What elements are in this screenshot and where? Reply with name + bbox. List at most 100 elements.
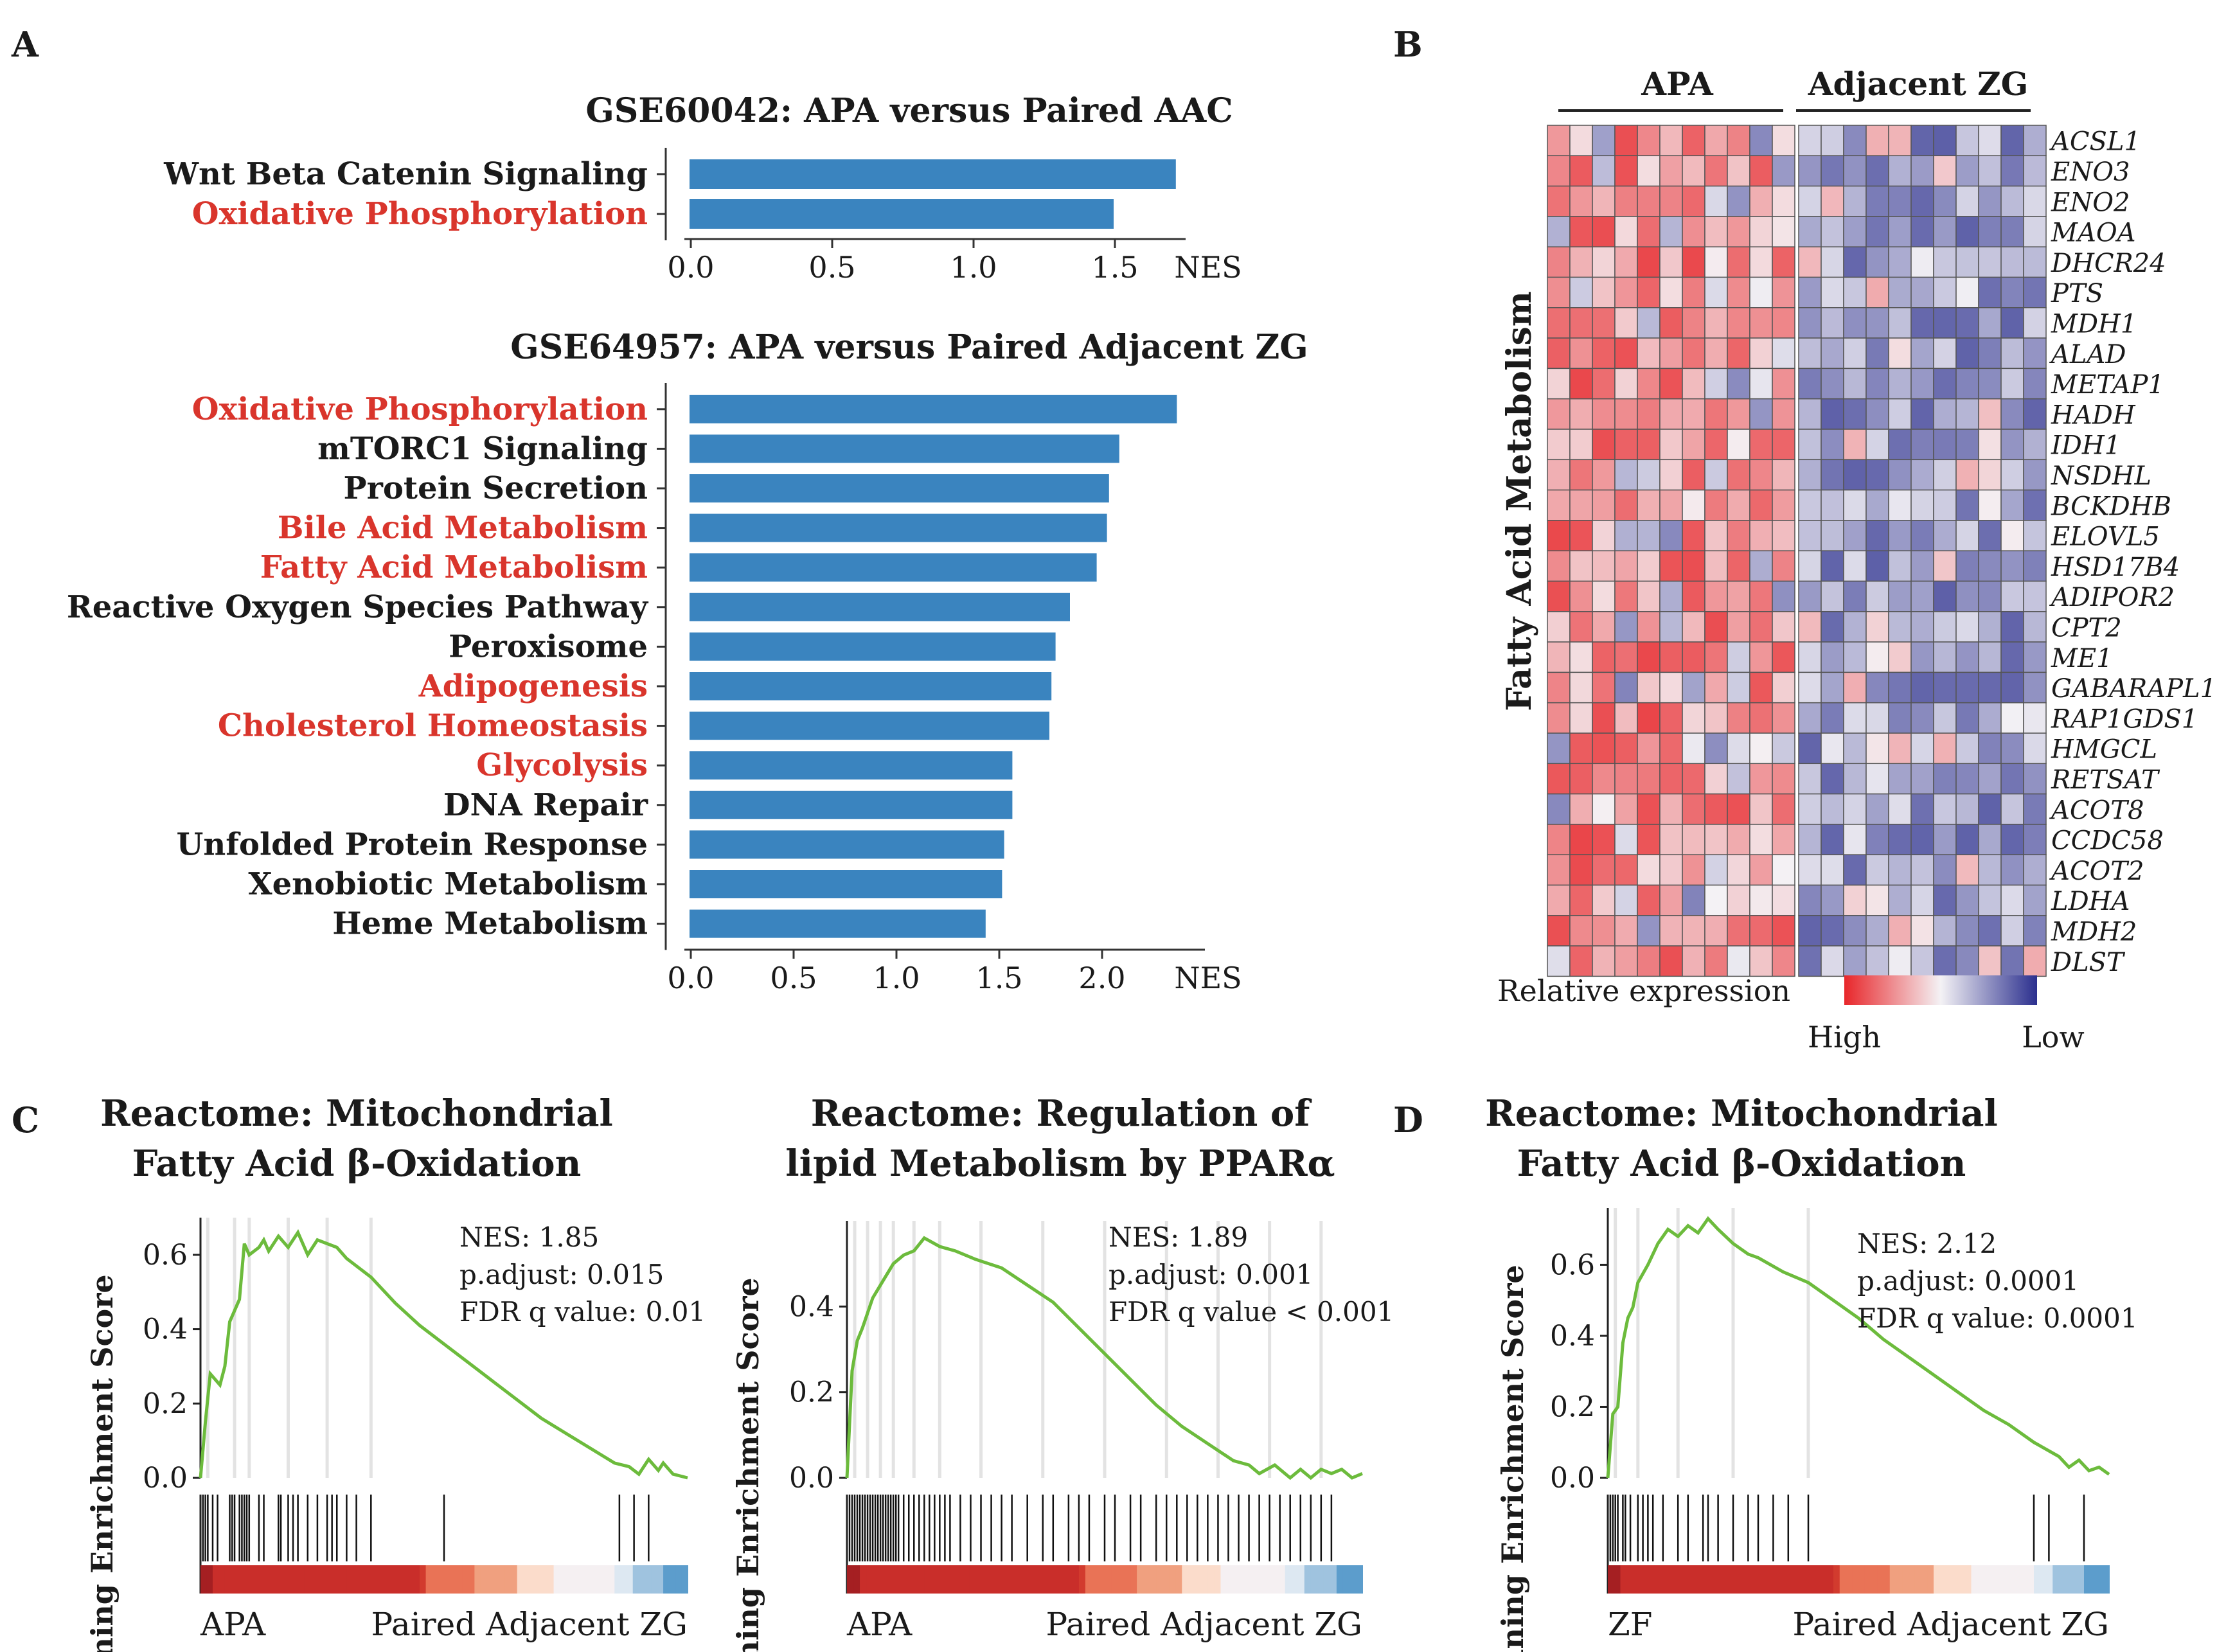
heatmap-cell (2000, 398, 2024, 430)
heatmap-cell (1772, 216, 1795, 247)
rank-bar-segment (444, 1565, 451, 1594)
gene-label: ACSL1 (2049, 127, 2141, 157)
heatmap-cell (1727, 307, 1750, 339)
heatmap-cell (1821, 580, 1844, 612)
heatmap-cell (1955, 398, 1979, 430)
heatmap-cell (1614, 793, 1638, 825)
rank-bar-segment (218, 1565, 226, 1594)
rank-bar-segment (2034, 1565, 2041, 1594)
rank-bar-segment (1658, 1565, 1665, 1594)
heatmap-cell (1659, 246, 1683, 278)
rank-bar-segment (1040, 1565, 1047, 1594)
heatmap-cell (1592, 671, 1616, 704)
heatmap-cell (1798, 125, 1822, 157)
heatmap-cell (1704, 611, 1728, 643)
category-label: Adipogenesis (418, 668, 648, 704)
heatmap-cell (1888, 945, 1912, 977)
heatmap-cell (2023, 854, 2047, 886)
heatmap-cell (2023, 276, 2047, 308)
heatmap-cell (2023, 489, 2047, 521)
heatmap-cell (1569, 216, 1593, 247)
heatmap-cell (1843, 580, 1867, 612)
heatmap-cell (1843, 125, 1867, 157)
rank-bar-segment (1777, 1565, 1784, 1594)
heatmap-cell (1865, 854, 1889, 886)
bar-group (690, 395, 1177, 938)
heatmap-cell (1592, 945, 1616, 977)
rank-bar-segment (1914, 1565, 1922, 1594)
heatmap-cell (1637, 307, 1661, 339)
heatmap-cell (1865, 733, 1889, 765)
heatmap-cell (1978, 489, 2002, 521)
heatmap-cell (1569, 854, 1593, 886)
heatmap-cell (1865, 337, 1889, 369)
rank-bar-segment (480, 1565, 488, 1594)
heatmap-cell (1682, 580, 1705, 612)
rank-bar-segment (1201, 1565, 1209, 1594)
heatmap-cell (1547, 641, 1571, 673)
heatmap-cell (1547, 793, 1571, 825)
heatmap-cell (1614, 763, 1638, 795)
rank-bar-segment (1739, 1565, 1747, 1594)
rank-bar-segment (492, 1565, 500, 1594)
rank-bar-segment (1162, 1565, 1170, 1594)
heatmap-cell (2023, 368, 2047, 400)
heatmap-cell (1865, 398, 1889, 430)
rank-bar-segment (1714, 1565, 1722, 1594)
rank-bar-segment (956, 1565, 964, 1594)
rank-bar-segment (651, 1565, 658, 1594)
rank-bar-segment (931, 1565, 938, 1594)
heatmap-cell (2023, 125, 2047, 157)
bar-xenobiotic-metabolism (690, 870, 1002, 898)
heatmap-cell (1749, 155, 1773, 187)
heatmap-cell (1843, 550, 1867, 582)
rank-bar-segment (963, 1565, 970, 1594)
heatmap-cell (1569, 793, 1593, 825)
heatmap-cell (1727, 580, 1750, 612)
heatmap-cell (1547, 520, 1571, 551)
x-axis: 0.0 0.5 1.0 1.5 2.0 (657, 383, 1205, 995)
rank-bar-segment (943, 1565, 951, 1594)
heatmap-cell (1978, 368, 2002, 400)
heatmap-cell (1843, 915, 1867, 946)
rank-bar-segment (1233, 1565, 1241, 1594)
rank-bar-segment (2046, 1565, 2054, 1594)
rank-bar-segment (1111, 1565, 1119, 1594)
heatmap-cell (1614, 489, 1638, 521)
heatmap-cell (1888, 641, 1912, 673)
heatmap-cell (1749, 398, 1773, 430)
heatmap-cell (1659, 459, 1683, 491)
heatmap-cell (1978, 337, 2002, 369)
heatmap-cell (1614, 733, 1638, 765)
rank-bar-segment (1996, 1565, 2004, 1594)
rank-bar-segment (1626, 1565, 1634, 1594)
heatmap-cell (1888, 580, 1912, 612)
heatmap-cell (1865, 246, 1889, 278)
heatmap-cell (1637, 125, 1661, 157)
gsea-stat: NES: 1.89 (1109, 1221, 1248, 1253)
rank-bar-segment (1633, 1565, 1640, 1594)
heatmap-cell (1682, 307, 1705, 339)
heatmap-cell (1978, 793, 2002, 825)
heatmap-cell (1727, 702, 1750, 734)
heatmap-cell (1865, 307, 1889, 339)
heatmap-cell (1547, 398, 1571, 430)
bar-cholesterol-homeostasis (690, 711, 1049, 740)
heatmap-cell (2000, 125, 2024, 157)
rank-bar-segment (911, 1565, 919, 1594)
rank-bar-segment (1085, 1565, 1092, 1594)
heatmap-cell (1843, 155, 1867, 187)
heatmap-cell (1955, 793, 1979, 825)
heatmap-cell (1682, 398, 1705, 430)
rank-bar-segment (1130, 1565, 1138, 1594)
heatmap-cell (1749, 671, 1773, 704)
heatmap-cell (1955, 854, 1979, 886)
heatmap-cell (1772, 671, 1795, 704)
heatmap-cell (1727, 155, 1750, 187)
heatmap-cell (1843, 884, 1867, 916)
heatmap-cell (1910, 824, 1934, 855)
left-group-label: APA (846, 1606, 913, 1643)
heatmap-cell (1659, 185, 1683, 217)
rank-bar-segment (328, 1565, 335, 1594)
heatmap-cell (1727, 641, 1750, 673)
